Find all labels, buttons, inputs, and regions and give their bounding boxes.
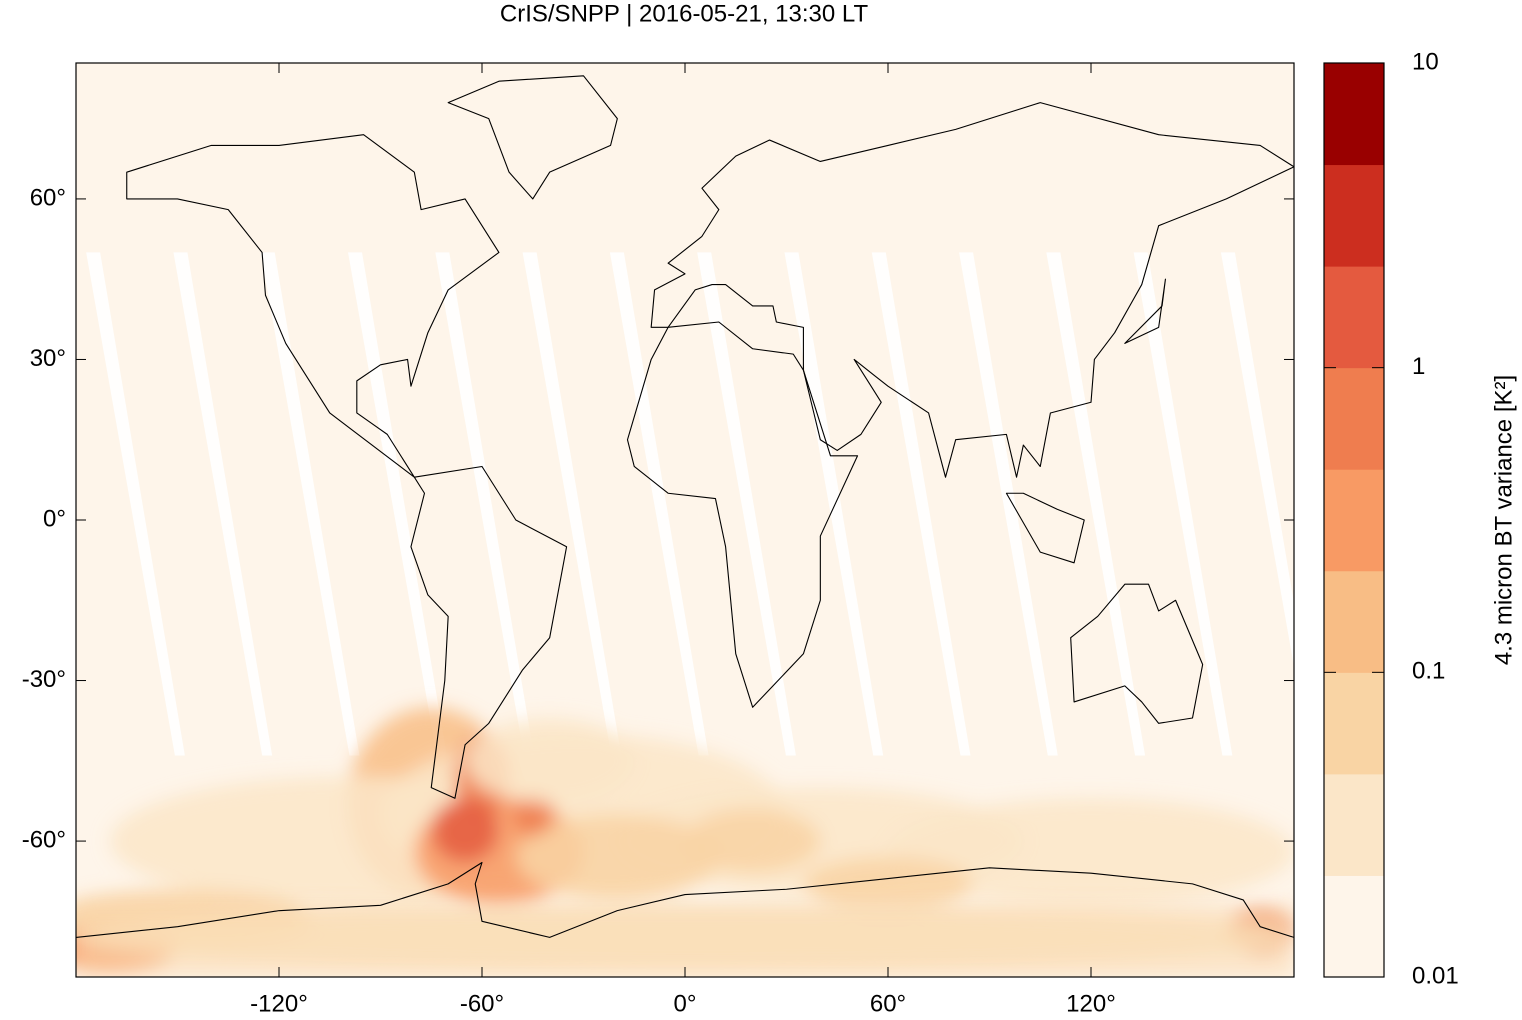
variance-patch	[431, 798, 499, 863]
coastline	[447, 75, 618, 200]
x-tick-label: -60°	[460, 990, 504, 1017]
colorbar: 0.01 0.1 1 10	[1323, 48, 1459, 989]
coastline	[626, 321, 859, 708]
y-tick-label: 30°	[30, 345, 66, 372]
variance-field	[76, 707, 1294, 970]
orbit-gap	[522, 252, 622, 756]
orbit-gap	[697, 252, 796, 756]
orbit-gap	[1046, 252, 1146, 756]
colorbar-band	[1324, 164, 1384, 267]
orbit-gap	[435, 252, 535, 756]
orbit-gap	[173, 252, 273, 756]
colorbar-band	[1324, 367, 1384, 470]
chart-title: CrIS/SNPP | 2016-05-21, 13:30 LT	[500, 0, 869, 27]
colorbar-frame	[1323, 62, 1385, 978]
y-tick-label: 0°	[43, 505, 66, 532]
colorbar-band	[1324, 570, 1384, 673]
colorbar-label: 4.3 micron BT variance [K²]	[1490, 375, 1517, 665]
colorbar-tick-label: 0.1	[1412, 658, 1445, 685]
colorbar-band	[1324, 266, 1384, 369]
orbit-gap	[609, 252, 709, 756]
orbit-gap	[348, 252, 447, 756]
variance-patch	[512, 792, 554, 836]
orbit-gap	[959, 252, 1058, 756]
x-tick-label: 60°	[870, 990, 906, 1017]
x-tick-label: 120°	[1066, 990, 1116, 1017]
x-tick-label: 0°	[674, 990, 697, 1017]
coastline	[1124, 278, 1166, 344]
colorbar-band	[1324, 672, 1384, 775]
variance-patch	[465, 718, 635, 804]
variance-patch	[888, 798, 1294, 906]
variance-patch	[803, 857, 973, 911]
y-tick-label: 60°	[30, 184, 66, 211]
variance-patch	[515, 814, 719, 900]
colorbar-band	[1324, 773, 1384, 876]
y-tick-label: -60°	[22, 826, 66, 853]
coastline	[76, 861, 1294, 938]
coastline	[1070, 583, 1204, 724]
orbit-gap	[871, 252, 971, 756]
map-area	[76, 63, 1294, 977]
coastline	[1005, 492, 1085, 564]
colorbar-band	[1324, 469, 1384, 572]
orbit-gap	[1133, 252, 1233, 756]
orbit-gap	[784, 252, 884, 756]
colorbar-tick-label: 0.01	[1412, 962, 1459, 989]
variance-band	[76, 905, 1294, 977]
orbit-gap	[86, 252, 185, 756]
colorbar-tick-label: 1	[1412, 353, 1425, 380]
y-tick-label: -30°	[22, 666, 66, 693]
colorbar-band	[1324, 63, 1384, 166]
variance-patch	[685, 808, 821, 874]
x-tick-label: -120°	[250, 990, 308, 1017]
orbit-gap	[260, 252, 360, 756]
colorbar-band	[1324, 875, 1384, 978]
coastline	[410, 465, 568, 799]
coastline	[650, 102, 1294, 478]
colorbar-tick-label: 10	[1412, 48, 1439, 75]
orbit-gap	[1220, 252, 1294, 667]
coastline	[126, 134, 500, 478]
